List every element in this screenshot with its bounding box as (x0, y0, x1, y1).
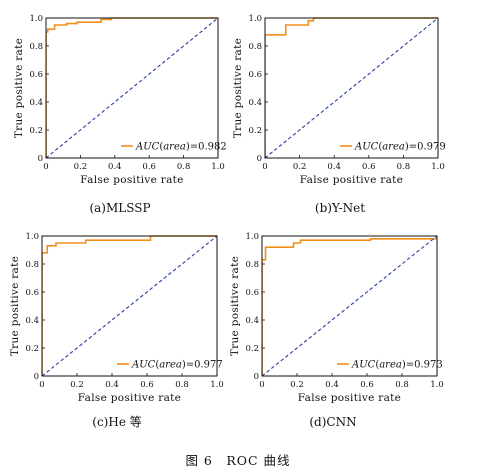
x-tick-label: 0.8 (395, 380, 409, 390)
x-tick-label: 0 (39, 380, 44, 390)
chance-diagonal-line (265, 17, 438, 159)
x-tick-label: 0.6 (140, 380, 154, 390)
x-tick-label: 0.4 (325, 380, 339, 390)
legend-label: AUC(area)=0.982 (135, 142, 227, 153)
legend-label: AUC(area)=0.977 (131, 360, 223, 371)
x-axis-label: False positive rate (300, 174, 403, 186)
x-tick-label: 1.0 (211, 162, 225, 172)
x-tick-label: 0.4 (105, 380, 119, 390)
x-tick-label: 0.8 (397, 162, 411, 172)
y-tick-label: 0.6 (245, 288, 259, 298)
y-tick-label: 0.6 (29, 70, 43, 80)
x-tick-label: 0.8 (175, 380, 189, 390)
x-tick-label: 0.4 (327, 162, 341, 172)
x-tick-label: 1.0 (431, 162, 445, 172)
y-tick-label: 0.2 (29, 126, 43, 136)
plot-frame (261, 235, 438, 377)
x-tick-label: 0.6 (362, 162, 376, 172)
y-axis-label: True positive rate (229, 256, 241, 356)
y-axis-label: True positive rate (13, 38, 25, 138)
x-tick-label: 1.0 (210, 380, 224, 390)
plot-frame (264, 17, 439, 159)
y-tick-label: 1.0 (245, 232, 259, 242)
y-tick-label: 0 (38, 154, 43, 164)
roc-curve (42, 235, 217, 376)
panel-caption: (d)CNN (309, 415, 356, 429)
x-tick-label: 0.6 (360, 380, 374, 390)
y-tick-label: 1.0 (25, 232, 39, 242)
figure-caption: 图 6 ROC 曲线 (185, 453, 290, 468)
x-tick-label: 0.2 (293, 162, 307, 172)
y-tick-label: 0.8 (25, 260, 39, 270)
y-tick-label: 0.2 (248, 126, 262, 136)
chance-diagonal-line (262, 235, 437, 377)
roc-curve (46, 17, 218, 158)
x-tick-label: 1.0 (430, 380, 444, 390)
roc-curve (262, 238, 437, 376)
roc-panel-3: 00 0.2 0.2 0.4 0.4 0.6 0.6 0.8 0.8 1.0 1.0 False po… (9, 232, 224, 429)
x-tick-label: 0 (259, 380, 264, 390)
y-tick-label: 0.8 (29, 42, 43, 52)
x-tick-label: 0 (43, 162, 48, 172)
chance-diagonal-line (42, 235, 217, 377)
panel-caption: (c)He 等 (92, 415, 141, 429)
plot-frame (45, 17, 219, 159)
roc-panel-1: 00 0.2 0.2 0.4 0.4 0.6 0.6 0.8 0.8 1.0 1.0 False po… (13, 14, 227, 215)
y-tick-label: 0.4 (29, 98, 43, 108)
x-tick-label: 0 (262, 162, 267, 172)
panel-caption: (b)Y-Net (315, 201, 365, 215)
legend-label: AUC(area)=0.979 (354, 142, 446, 153)
panel-caption: (a)MLSSP (89, 201, 150, 215)
roc-panel-2: 00 0.2 0.2 0.4 0.4 0.6 0.6 0.8 0.8 1.0 1.0 False po… (232, 14, 446, 215)
x-axis-label: False positive rate (80, 174, 183, 186)
y-tick-label: 0.2 (245, 344, 259, 354)
y-axis-label: True positive rate (232, 38, 244, 138)
y-axis-label: True positive rate (9, 256, 21, 356)
x-tick-label: 0.2 (290, 380, 304, 390)
roc-curve (265, 17, 438, 158)
y-tick-label: 0.4 (248, 98, 262, 108)
chance-diagonal-line (46, 17, 218, 159)
y-tick-label: 0.2 (25, 344, 39, 354)
x-tick-label: 0.6 (142, 162, 156, 172)
x-tick-label: 0.2 (70, 380, 84, 390)
y-tick-label: 0.4 (25, 316, 39, 326)
y-tick-label: 0.6 (248, 70, 262, 80)
y-tick-label: 1.0 (29, 14, 43, 24)
y-tick-label: 0 (34, 372, 39, 382)
x-tick-label: 0.4 (108, 162, 122, 172)
y-tick-label: 0.6 (25, 288, 39, 298)
roc-panel-4: 00 0.2 0.2 0.4 0.4 0.6 0.6 0.8 0.8 1.0 1.0 False po… (229, 232, 444, 429)
y-tick-label: 0.8 (248, 42, 262, 52)
x-axis-label: False positive rate (78, 392, 181, 404)
x-axis-label: False positive rate (298, 392, 401, 404)
x-tick-label: 0.2 (74, 162, 88, 172)
y-tick-label: 0.4 (245, 316, 259, 326)
y-tick-label: 0 (257, 154, 262, 164)
x-tick-label: 0.8 (177, 162, 191, 172)
plot-frame (41, 235, 218, 377)
y-tick-label: 0.8 (245, 260, 259, 270)
legend-label: AUC(area)=0.973 (351, 360, 443, 371)
y-tick-label: 0 (254, 372, 259, 382)
y-tick-label: 1.0 (248, 14, 262, 24)
